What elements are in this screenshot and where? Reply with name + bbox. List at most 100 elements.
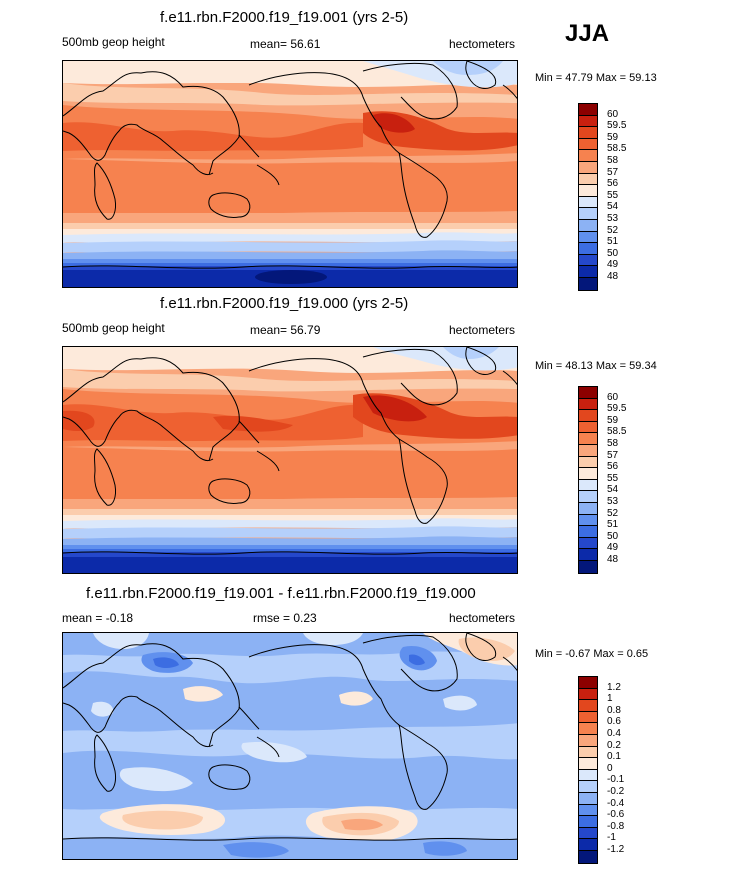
- panel-2-colorbar-label: 52: [607, 507, 619, 519]
- panel-2-colorbar-swatch: [579, 549, 597, 561]
- panel-1-colorbar-label: 55: [607, 189, 619, 201]
- panel-3-colorbar-label: -0.1: [607, 774, 625, 786]
- panel-3-colorbar-swatch: [579, 711, 597, 724]
- panel-3-coastlines: [63, 633, 517, 841]
- panel-1-colorbar-label: 58.5: [607, 143, 627, 155]
- panel-2-map: [62, 346, 518, 574]
- panel-2-colorbar-swatch: [579, 526, 597, 538]
- panel-2-title: f.e11.rbn.F2000.f19_f19.000 (yrs 2-5): [160, 295, 409, 312]
- panel-3-colorbar-label: -0.4: [607, 797, 625, 809]
- panel-2-colorbar-swatch: [579, 502, 597, 515]
- panel-1-colorbar-swatch: [579, 277, 597, 290]
- panel-3-colorbar-label: 1.2: [607, 681, 621, 693]
- panel-3-colorbar-swatch: [579, 734, 597, 747]
- panel-2-colorbar-label: 58.5: [607, 426, 627, 438]
- panel-1-colorbar-label: 51: [607, 236, 619, 248]
- panel-2-colorbar-swatch: [579, 560, 597, 573]
- panel-1-colorbar-swatch: [579, 173, 597, 186]
- panel-2-colorbar-label: 49: [607, 542, 619, 554]
- panel-1-colorbar-swatch: [579, 231, 597, 244]
- panel-2-colorbar-swatch: [579, 387, 597, 399]
- panel-1-units-label: hectometers: [449, 37, 516, 51]
- panel-2-colorbar-swatch: [579, 433, 597, 445]
- panel-1-colorbar-swatch: [579, 115, 597, 128]
- panel-2-colorbar-label: 48: [607, 554, 619, 565]
- panel-1-colorbar-label: 50: [607, 247, 619, 259]
- panel-2-variable-label: 500mb geop height: [62, 321, 165, 335]
- panel-1-min-max: Min = 47.79 Max = 59.13: [535, 72, 657, 84]
- panel-2-coastlines: [63, 347, 517, 555]
- panel-3-colorbar-label: 0.8: [607, 704, 621, 716]
- panel-3-colorbar-label: 1: [607, 693, 613, 705]
- panel-1-colorbar-swatch: [579, 150, 597, 162]
- panel-3-mean-label: mean = -0.18: [62, 611, 134, 625]
- panel-1-mean-label: mean= 56.61: [250, 37, 321, 51]
- panel-1-title: f.e11.rbn.F2000.f19_f19.001 (yrs 2-5): [160, 9, 409, 26]
- panel-2-contour-fill: [63, 347, 517, 573]
- panel-3-colorbar-swatch: [579, 827, 597, 840]
- panel-1-colorbar-label: 60: [607, 108, 619, 120]
- panel-2-colorbar-label: 54: [607, 484, 619, 496]
- panel-2-colorbar-swatch: [579, 514, 597, 527]
- panel-2-colorbar-label: 58: [607, 438, 619, 449]
- panel-3-colorbar-swatch: [579, 804, 597, 817]
- panel-2-colorbar-swatch: [579, 421, 597, 434]
- panel-3-contour-fill: [63, 633, 517, 859]
- panel-2-colorbar-label: 50: [607, 530, 619, 542]
- panel-3-colorbar-swatch: [579, 746, 597, 759]
- panel-3-min-max: Min = -0.67 Max = 0.65: [535, 648, 649, 660]
- panel-1-colorbar-swatch: [579, 138, 597, 151]
- panel-1-map: [62, 60, 518, 288]
- panel-1-colorbar-label: 54: [607, 201, 619, 213]
- panel-1-colorbar-label: 53: [607, 213, 619, 224]
- panel-3-colorbar-swatch: [579, 816, 597, 828]
- panel-1-colorbar-swatch: [579, 266, 597, 278]
- panel-2-colorbar-label: 59: [607, 414, 619, 426]
- panel-2-colorbar-label: 51: [607, 519, 619, 531]
- panel-2-colorbar-swatch: [579, 479, 597, 492]
- panel-3-colorbar-label: -0.6: [607, 809, 625, 821]
- panel-3-units-label: hectometers: [449, 611, 516, 625]
- panel-1-colorbar-swatch: [579, 104, 597, 116]
- panel-3-colorbar-label: 0.6: [607, 716, 621, 728]
- panel-3-colorbar-label: 0.4: [607, 728, 621, 739]
- panel-3-colorbar-swatch: [579, 700, 597, 712]
- panel-2-colorbar-label: 53: [607, 496, 619, 507]
- panel-3-colorbar-swatch: [579, 781, 597, 793]
- panel-2-min-max: Min = 48.13 Max = 59.34: [535, 360, 657, 372]
- panel-1-colorbar-swatch: [579, 196, 597, 209]
- panel-3-colorbar-label: -1: [607, 832, 616, 844]
- panel-1-colorbar-label: 59: [607, 131, 619, 143]
- panel-1-colorbar-swatch: [579, 243, 597, 255]
- panel-2-colorbar-swatch: [579, 456, 597, 469]
- panel-1-colorbar-swatch: [579, 208, 597, 220]
- panel-1-colorbar-swatch: [579, 127, 597, 139]
- panel-3-colorbar-swatch: [579, 850, 597, 863]
- panel-3-colorbar: [578, 676, 598, 864]
- panel-1-colorbar-swatch: [579, 254, 597, 267]
- panel-3-title: f.e11.rbn.F2000.f19_f19.001 - f.e11.rbn.…: [86, 585, 476, 602]
- panel-1-colorbar-label: 58: [607, 155, 619, 166]
- panel-2-colorbar-swatch: [579, 398, 597, 411]
- panel-1-coastlines: [63, 61, 517, 269]
- panel-2-colorbar-swatch: [579, 491, 597, 503]
- panel-2-colorbar-swatch: [579, 410, 597, 422]
- panel-1-colorbar-label: 57: [607, 166, 619, 178]
- panel-1-colorbar-swatch: [579, 161, 597, 174]
- panel-3-colorbar-swatch: [579, 792, 597, 805]
- panel-1-colorbar-label: 52: [607, 224, 619, 236]
- panel-1-colorbar-label: 56: [607, 178, 619, 190]
- panel-2-colorbar-label: 56: [607, 461, 619, 473]
- panel-3-colorbar-label: -0.2: [607, 786, 625, 797]
- panel-1-colorbar-swatch: [579, 219, 597, 232]
- panel-2-colorbar-label: 55: [607, 472, 619, 484]
- panel-3-colorbar-swatch: [579, 688, 597, 701]
- panel-3-colorbar-swatch: [579, 677, 597, 689]
- panel-3-map: [62, 632, 518, 860]
- panel-3-colorbar-swatch: [579, 769, 597, 782]
- panel-1-colorbar-label: 48: [607, 271, 619, 282]
- panel-2-colorbar-label: 60: [607, 391, 619, 403]
- panel-1-colorbar-swatch: [579, 185, 597, 197]
- panel-3-colorbar-swatch: [579, 758, 597, 770]
- panel-1-colorbar-label: 49: [607, 259, 619, 271]
